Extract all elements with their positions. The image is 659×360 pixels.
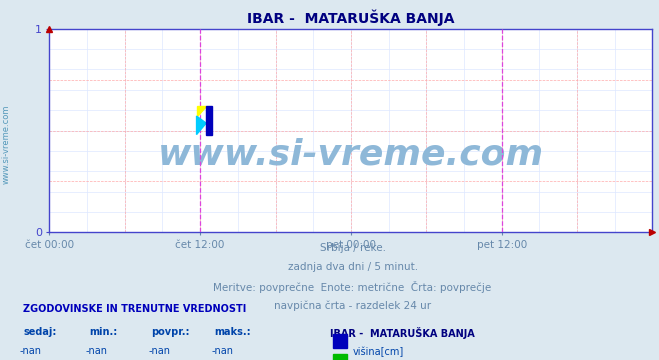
Polygon shape — [196, 116, 206, 135]
Text: Meritve: povprečne  Enote: metrične  Črta: povprečje: Meritve: povprečne Enote: metrične Črta:… — [214, 281, 492, 293]
Text: min.:: min.: — [89, 327, 117, 337]
Title: IBAR -  MATARUŠKA BANJA: IBAR - MATARUŠKA BANJA — [247, 10, 455, 26]
Polygon shape — [196, 106, 206, 116]
Text: maks.:: maks.: — [214, 327, 251, 337]
Text: -nan: -nan — [86, 346, 108, 356]
Text: ZGODOVINSKE IN TRENUTNE VREDNOSTI: ZGODOVINSKE IN TRENUTNE VREDNOSTI — [23, 304, 246, 314]
Polygon shape — [206, 106, 212, 135]
Text: www.si-vreme.com: www.si-vreme.com — [2, 104, 11, 184]
Text: -nan: -nan — [20, 346, 42, 356]
Text: www.si-vreme.com: www.si-vreme.com — [158, 138, 544, 172]
Text: zadnja dva dni / 5 minut.: zadnja dva dni / 5 minut. — [287, 262, 418, 272]
Text: višina[cm]: višina[cm] — [353, 346, 404, 357]
Text: Srbija / reke.: Srbija / reke. — [320, 243, 386, 253]
Text: sedaj:: sedaj: — [23, 327, 57, 337]
Text: -nan: -nan — [148, 346, 171, 356]
Text: -nan: -nan — [211, 346, 233, 356]
Text: navpična črta - razdelek 24 ur: navpična črta - razdelek 24 ur — [274, 300, 431, 311]
Text: IBAR -  MATARUŠKA BANJA: IBAR - MATARUŠKA BANJA — [330, 327, 474, 338]
Text: povpr.:: povpr.: — [152, 327, 190, 337]
